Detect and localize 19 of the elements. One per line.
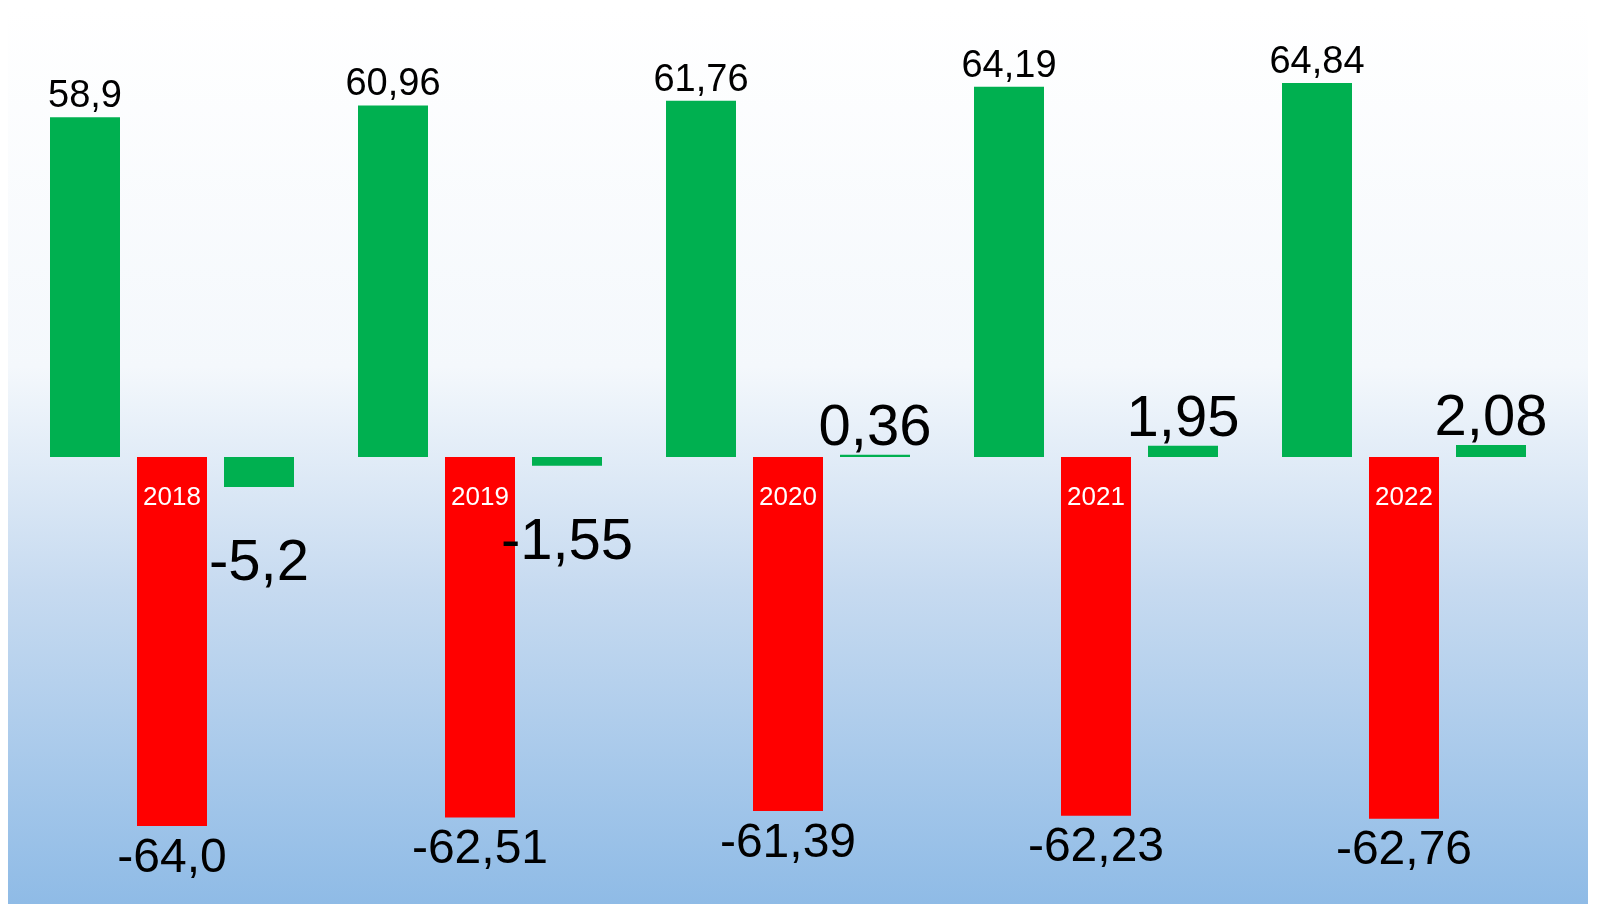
x-tick-label: 2021 xyxy=(1067,480,1125,511)
data-label: 0,36 xyxy=(818,391,932,457)
data-label: 58,9 xyxy=(48,73,122,116)
data-label: 60,96 xyxy=(345,61,441,104)
x-tick-label: 2018 xyxy=(143,480,201,511)
data-label: -62,51 xyxy=(411,820,549,874)
data-label: 1,95 xyxy=(1126,382,1240,448)
data-label: -62,23 xyxy=(1027,818,1165,872)
x-tick-label: 2022 xyxy=(1375,480,1433,511)
data-label: -62,76 xyxy=(1335,821,1473,875)
data-label: 61,76 xyxy=(653,56,749,99)
data-label: -64,0 xyxy=(117,828,227,882)
data-label: 2,08 xyxy=(1434,381,1548,447)
x-tick-label: 2019 xyxy=(451,480,509,511)
data-label: 64,84 xyxy=(1269,39,1365,81)
data-label: -61,39 xyxy=(719,813,857,867)
data-label: 64,19 xyxy=(961,42,1057,85)
x-tick-label: 2020 xyxy=(759,480,817,511)
data-label: -5,2 xyxy=(209,526,309,592)
